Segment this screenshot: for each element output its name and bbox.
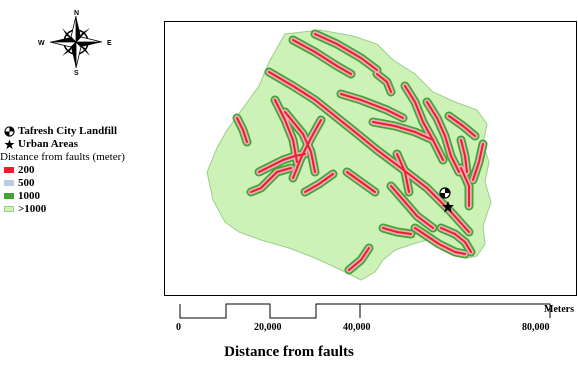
fault-core-24: [390, 185, 434, 229]
fault-core-17: [396, 153, 410, 193]
compass-w: W: [38, 40, 45, 47]
compass-e: E: [107, 40, 112, 47]
fault-core-26: [376, 73, 392, 93]
fault-core-8: [404, 85, 444, 161]
map-title: Distance from faults: [224, 344, 354, 360]
fault-core-16: [346, 171, 376, 193]
fault-core-13: [258, 153, 306, 173]
fault-core-10: [448, 115, 476, 137]
legend-swatch-500: [4, 180, 14, 186]
fault-core-22: [348, 247, 370, 271]
legend-class-1000: 1000: [0, 190, 168, 203]
legend-swatch-1000: [4, 193, 14, 199]
fault-core-0: [292, 39, 352, 75]
fault-buffers: [232, 29, 488, 275]
fault-core-23: [236, 117, 248, 143]
legend-class-label: 200: [18, 164, 35, 176]
fault-core-4: [284, 111, 316, 173]
map-legend: Tafresh City Landfill Urban Areas Distan…: [0, 125, 168, 216]
legend-class-gt1000: >1000: [0, 203, 168, 216]
urban-area-star-icon: [442, 201, 454, 213]
landfill-marker-icon: [439, 187, 451, 199]
fault-distance-map: [206, 29, 492, 281]
scale-label-40000: 40,000: [343, 322, 371, 333]
fault-core-5: [292, 119, 322, 179]
north-arrow-compass: N S E W: [34, 8, 118, 77]
legend-class-label: 500: [18, 177, 35, 189]
legend-urban-label: Urban Areas: [18, 138, 78, 150]
map-frame: [164, 21, 577, 296]
scale-label-80000: 80,000: [522, 322, 550, 333]
fault-core-15: [304, 173, 334, 193]
fault-core-18: [382, 227, 412, 235]
fault-core-25: [440, 227, 456, 235]
legend-class-500: 500: [0, 177, 168, 190]
legend-swatch-gt1000: [4, 206, 14, 212]
compass-star-icon: [49, 15, 103, 69]
scale-bar-graphic: [179, 303, 551, 319]
fault-core-7: [372, 121, 434, 141]
scale-unit: Meters: [544, 304, 574, 315]
legend-class-label: 1000: [18, 190, 40, 202]
scale-bar: 0 20,000 40,000 80,000 Meters: [170, 300, 578, 340]
compass-s: S: [74, 70, 79, 76]
legend-landfill-label: Tafresh City Landfill: [18, 125, 118, 137]
legend-heading: Distance from faults (meter): [0, 151, 168, 164]
compass-n: N: [74, 10, 79, 17]
star-icon: [4, 139, 15, 150]
legend-heading-label: Distance from faults (meter): [0, 151, 125, 163]
fault-core-3: [274, 99, 298, 163]
fault-core-20: [454, 233, 472, 253]
legend-swatch-200: [4, 167, 14, 173]
fault-core-12: [472, 143, 484, 181]
legend-landfill: Tafresh City Landfill: [0, 125, 168, 138]
fault-core-19: [414, 227, 466, 255]
fault-core-9: [426, 101, 460, 173]
fault-core-2: [268, 71, 470, 233]
fault-core-14: [250, 167, 292, 193]
legend-class-label: >1000: [18, 203, 47, 215]
legend-class-200: 200: [0, 164, 168, 177]
fault-core-6: [340, 93, 404, 119]
landfill-symbol-icon: [4, 126, 15, 137]
fault-core-21: [460, 167, 470, 207]
fault-core-11: [460, 139, 468, 173]
fault-core-1: [314, 33, 378, 71]
scale-label-0: 0: [176, 322, 181, 333]
legend-urban: Urban Areas: [0, 138, 168, 151]
scale-label-20000: 20,000: [254, 322, 282, 333]
